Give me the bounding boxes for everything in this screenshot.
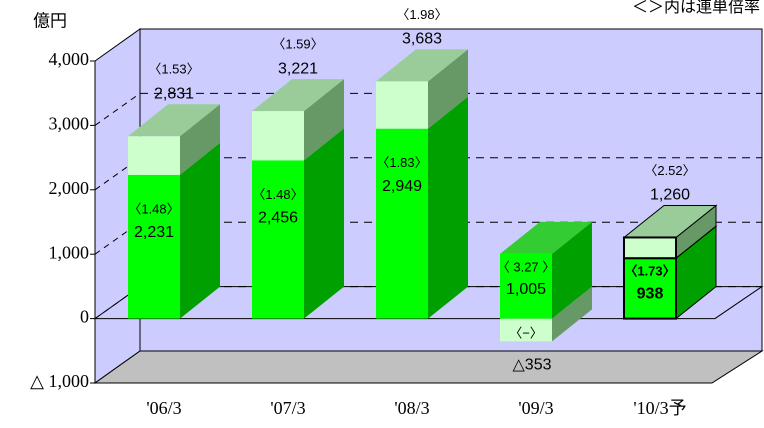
y-tick-label: 2,000 — [49, 178, 90, 198]
y-tick-label: 4,000 — [49, 49, 90, 69]
y-tick-label: 1,000 — [49, 242, 90, 262]
ratio-label: 〈1.59〉 — [272, 37, 323, 52]
grid-line — [94, 92, 141, 126]
bar — [500, 253, 552, 319]
bar — [500, 318, 552, 342]
bar — [376, 128, 428, 319]
ratio-label: 〈1.48〉 — [252, 187, 303, 202]
ratio-label: 〈1.73〉 — [624, 264, 675, 279]
bar — [128, 136, 180, 175]
bar — [623, 236, 677, 260]
unit-label: 億円 — [33, 11, 67, 30]
bar-side — [304, 128, 344, 319]
x-tick-label: '07/3 — [270, 398, 305, 418]
bar — [623, 257, 677, 320]
total-label: 3,683 — [402, 31, 442, 48]
y-tick-label: 3,000 — [49, 114, 90, 134]
value-label: 1,005 — [506, 281, 546, 298]
bar — [252, 111, 304, 161]
x-tick-label: '06/3 — [146, 398, 181, 418]
ratio-label: 〈1.98〉 — [396, 7, 447, 22]
x-tick-label: '10/3予 — [633, 398, 686, 418]
total-label: △353 — [513, 357, 552, 374]
total-label: 1,260 — [650, 187, 690, 204]
bar — [376, 81, 428, 129]
bar-top — [376, 49, 468, 82]
x-tick-label: '09/3 — [518, 398, 553, 418]
bar-top — [128, 104, 220, 137]
total-label: 2,831 — [154, 86, 194, 103]
note: ＜＞内は連単倍率 — [632, 0, 760, 16]
total-label: 3,221 — [278, 60, 318, 77]
bar-side — [428, 96, 468, 319]
ratio-label: 〈2.52〉 — [644, 163, 695, 178]
bar-side — [552, 286, 592, 342]
bar — [128, 174, 180, 319]
bar — [252, 160, 304, 319]
ratio-label: 〈 3.27 〉 — [497, 259, 556, 274]
value-label: 2,949 — [382, 178, 422, 195]
value-label: 2,456 — [258, 210, 298, 227]
ratio-label: 〈1.48〉 — [128, 201, 179, 216]
ratio-label: 〈1.53〉 — [148, 62, 199, 77]
bar-top — [500, 221, 592, 254]
floor — [93, 350, 764, 384]
y-tick-label: 0 — [80, 307, 89, 327]
ratio-label: 〈−〉 — [509, 325, 543, 340]
bar-side — [304, 79, 344, 161]
ratio-label: 〈1.83〉 — [376, 155, 427, 170]
bar-side — [180, 104, 220, 175]
x-tick-label: '08/3 — [394, 398, 429, 418]
value-label: 938 — [637, 285, 664, 302]
bar-side — [428, 49, 468, 129]
bar-side — [180, 142, 220, 319]
bar-top — [252, 79, 344, 112]
value-label: 2,231 — [134, 224, 174, 241]
bar-side — [552, 221, 592, 319]
y-tick-label: △ 1,000 — [30, 371, 89, 391]
